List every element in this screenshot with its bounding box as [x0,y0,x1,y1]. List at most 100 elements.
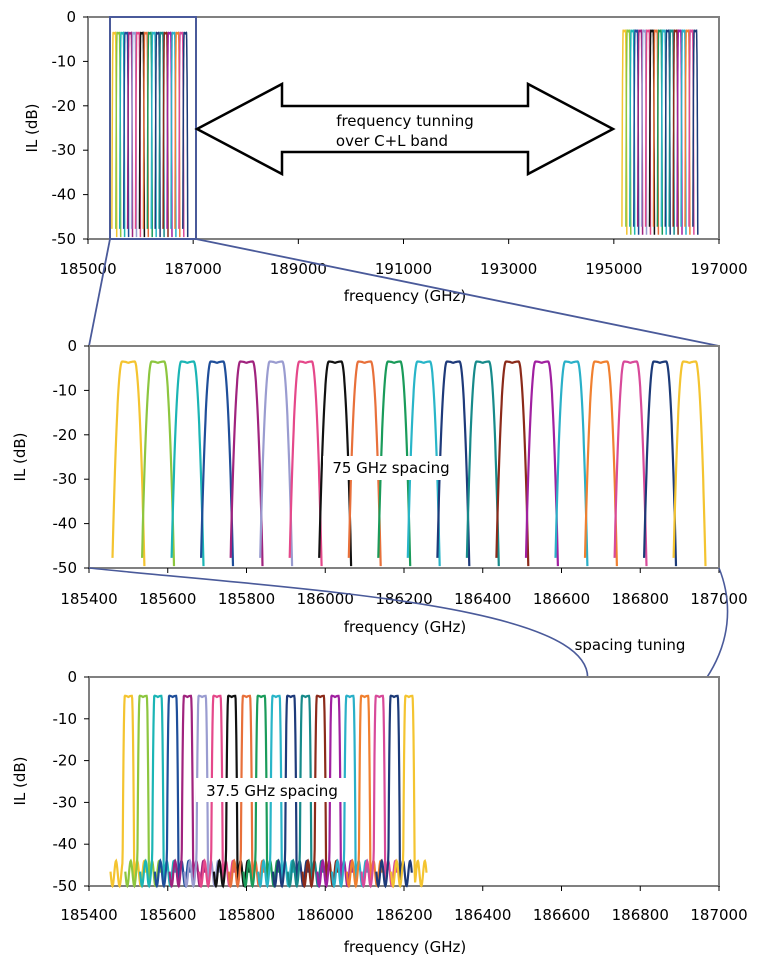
zoom-connectors [88,238,720,347]
filter-curve-middle-8 [347,360,382,567]
x-tick-label: 187000 [690,590,747,608]
filter-curve-bottom-1 [124,694,162,889]
x-tick-label: 193000 [480,260,537,278]
filter-curve-bottom-19 [390,694,428,889]
filter-curve-middle-3 [200,360,235,567]
y-tick-label: -50 [52,230,77,248]
filter-curve-bottom-4 [168,694,207,889]
filter-curve-bottom-7 [212,694,251,889]
freq-tuning-label-line1: frequency tunning [336,112,474,130]
spacing-37-label-bg [196,778,348,802]
filter-curve-middle-17 [613,360,648,567]
x-tick-label: 185600 [139,590,196,608]
filter-curve-middle-15 [554,360,589,567]
filter-curve-bottom-5 [183,694,221,889]
y-tick-label: -50 [53,877,78,895]
filter-curve-bottom-9 [242,694,280,889]
x-tick-label: 186400 [454,590,511,608]
filter-curve-middle-11 [436,360,471,567]
spacing-75-label-bg [323,456,457,480]
filter-curve-middle-0 [111,360,146,567]
x-tick-label: 185400 [60,590,117,608]
x-tick-label: 186600 [533,906,590,924]
y-tick-label: 0 [66,8,76,26]
panel-top: 0 -10 -20 -30 -40 -50 185000 187000 189000 191000… [23,8,748,305]
curves-bottom [109,694,428,889]
y-axis-label-bottom: IL (dB) [11,756,29,805]
x-tick-label: 186000 [297,906,354,924]
y-tick-label: -20 [52,97,77,115]
spacing-tuning-label: spacing tuning [575,636,686,654]
filter-curve-bottom-16 [345,694,384,889]
spacing-37-label: 37.5 GHz spacing [206,782,338,800]
filter-curve-bottom-13 [301,694,339,889]
filter-curve-bottom-8 [227,694,266,889]
filter-curve-middle-7 [318,360,353,567]
axes-bottom: 0 -10 -20 -30 -40 -50 185400 185600 185800 186000… [53,668,748,924]
filter-curve-bottom-14 [316,694,354,889]
filter-curve-bottom-6 [198,694,236,889]
double-arrow [194,81,616,177]
filter-curve-bottom-10 [257,694,295,889]
y-tick-label: 0 [67,337,77,355]
filter-curve-middle-2 [170,360,205,567]
curves-top [111,29,699,238]
x-tick-label: 197000 [690,260,747,278]
y-tick-label: -20 [53,426,78,444]
filter-curve-bottom-0 [109,694,148,889]
y-tick-label: -10 [53,710,78,728]
filter-curve-middle-14 [524,360,559,567]
x-tick-label: 185000 [59,260,116,278]
filter-curve-middle-13 [495,360,530,567]
filter-curve-bottom-3 [153,694,192,889]
y-tick-label: -20 [53,752,78,770]
curves-middle [111,360,707,567]
filter-curve-middle-5 [259,360,294,567]
filter-curve-bottom-11 [271,694,310,889]
y-tick-label: -30 [52,141,77,159]
y-tick-label: -10 [53,381,78,399]
x-tick-label: 186800 [612,590,669,608]
filter-curve-middle-12 [465,360,500,567]
filter-curve-middle-19 [672,360,707,567]
filter-curve-middle-9 [377,360,412,567]
y-axis-label-top: IL (dB) [23,103,41,152]
panel-middle: 0 -10 -20 -30 -40 -50 185400 185600 185800 186000… [11,337,748,636]
y-tick-label: -50 [53,559,78,577]
filter-curve-bottom-15 [330,694,369,889]
panel-bottom: 0 -10 -20 -30 -40 -50 185400 185600 185800 186000… [11,668,748,956]
filter-curve-top-1-18 [692,29,699,235]
x-tick-label: 185800 [218,906,275,924]
filter-curve-bottom-18 [375,694,413,889]
y-tick-label: -40 [53,515,78,533]
y-tick-label: -40 [53,835,78,853]
x-axis-label-middle: frequency (GHz) [344,618,466,636]
x-tick-label: 191000 [375,260,432,278]
filter-curve-bottom-12 [286,694,325,889]
x-tick-label: 185800 [218,590,275,608]
x-tick-label: 185600 [139,906,196,924]
spacing-75-label: 75 GHz spacing [332,459,449,477]
x-tick-label: 186200 [375,906,432,924]
filter-curve-middle-16 [583,360,618,567]
axes-middle: 0 -10 -20 -30 -40 -50 185400 185600 185800 186000… [53,337,748,608]
filter-curve-top-0-18 [182,31,189,238]
x-tick-label: 189000 [270,260,327,278]
filter-curve-middle-1 [141,360,176,567]
y-tick-label: -30 [53,793,78,811]
x-tick-label: 185400 [60,906,117,924]
y-tick-label: -10 [52,52,77,70]
x-tick-label: 187000 [165,260,222,278]
x-tick-label: 186800 [612,906,669,924]
filter-curve-middle-4 [229,360,264,567]
filter-curve-bottom-2 [139,694,177,889]
x-axis-label-bottom: frequency (GHz) [344,938,466,956]
x-axis-label-top: frequency (GHz) [344,287,466,305]
y-tick-label: 0 [67,668,77,686]
y-tick-label: -30 [53,470,78,488]
filter-curve-middle-18 [643,360,678,567]
filter-curve-bottom-17 [360,694,399,889]
y-tick-label: -40 [52,186,77,204]
x-tick-label: 187000 [690,906,747,924]
